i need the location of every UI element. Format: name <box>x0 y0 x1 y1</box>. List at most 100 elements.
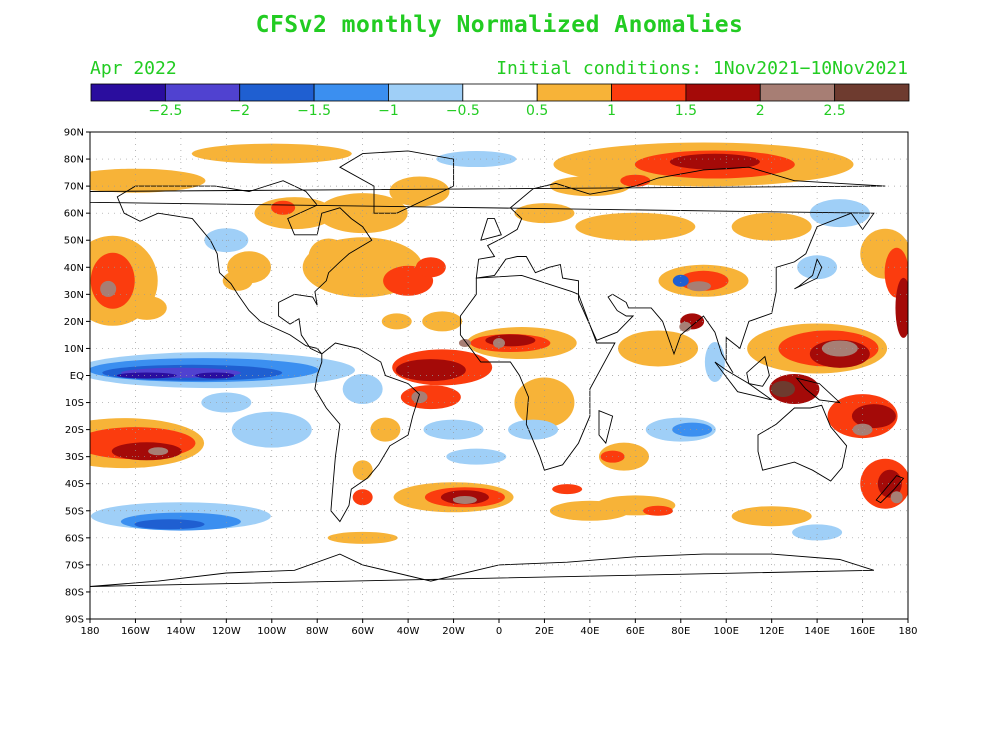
lat-tick-label: 10N <box>64 344 84 355</box>
colorbar-tick-label: 1 <box>607 103 616 119</box>
new-guinea-coast <box>795 377 842 404</box>
lat-tick-label: 20N <box>64 317 84 328</box>
colorbar-tick-label: −0.5 <box>445 103 480 119</box>
anomaly-patch <box>552 484 583 495</box>
colorbar-tick-label: 2.5 <box>823 103 846 119</box>
anomaly-patch <box>895 277 908 338</box>
lon-tick-label: 20W <box>442 626 465 637</box>
lon-tick-label: 60E <box>626 626 645 637</box>
anomaly-patch <box>797 255 838 280</box>
sumatra-java-coast <box>714 361 772 401</box>
anomaly-patch <box>423 419 484 440</box>
lon-tick-label: 100W <box>257 626 286 637</box>
anomaly-patch <box>851 404 896 429</box>
british-isles-coast <box>480 218 502 241</box>
anomaly-patch <box>618 330 699 367</box>
anomaly-patch <box>317 193 408 234</box>
lat-tick-label: 80N <box>64 155 84 166</box>
colorbar <box>90 83 910 102</box>
lat-tick-label: EQ <box>70 371 84 382</box>
lon-tick-label: 180 <box>898 626 917 637</box>
anomaly-patch <box>222 270 253 291</box>
lat-tick-label: 90S <box>65 615 84 626</box>
lat-tick-label: 30N <box>64 290 84 301</box>
anomaly-patch <box>271 200 296 215</box>
lat-tick-label: 10S <box>65 398 84 409</box>
map-title: CFSv2 monthly Normalized Anomalies <box>255 12 744 38</box>
lon-tick-label: 0 <box>496 626 502 637</box>
anomaly-patch <box>327 531 398 544</box>
anomaly-patch <box>452 495 477 504</box>
anomaly-patch <box>493 338 505 349</box>
valid-month-label: Apr 2022 <box>90 58 177 79</box>
eurasia-coast <box>90 166 886 374</box>
lon-tick-label: 100E <box>714 626 739 637</box>
anomaly-patch <box>890 491 903 504</box>
anomaly-patch <box>395 359 466 382</box>
lat-tick-label: 50N <box>64 236 84 247</box>
africa-coast <box>459 274 616 471</box>
anomaly-patch <box>100 280 117 297</box>
lat-tick-label: 60N <box>64 209 84 220</box>
lon-tick-label: 60W <box>351 626 374 637</box>
initial-conditions-label: Initial conditions: 1Nov2021−10Nov2021 <box>496 58 908 79</box>
colorbar-tick-label: −1.5 <box>297 103 332 119</box>
anomaly-patch <box>191 143 352 164</box>
anomaly-patch <box>389 176 450 207</box>
anomaly-patch <box>134 519 205 530</box>
madagascar-coast <box>598 410 614 445</box>
anomaly-patch <box>575 212 696 241</box>
anomaly-patch <box>686 281 711 292</box>
borneo-coast <box>746 355 770 387</box>
lon-tick-label: 40E <box>580 626 599 637</box>
anomaly-patch <box>148 447 169 456</box>
anomaly-patch <box>352 460 373 481</box>
lon-tick-label: 140W <box>166 626 195 637</box>
lon-tick-label: 180 <box>80 626 99 637</box>
lon-tick-label: 20E <box>535 626 554 637</box>
anomaly-patch <box>514 203 575 224</box>
australia-coast <box>757 404 848 482</box>
lat-tick-label: 60S <box>65 533 84 544</box>
lat-tick-label: 80S <box>65 587 84 598</box>
anomaly-patch <box>90 252 135 309</box>
anomaly-patch <box>485 334 536 347</box>
anomaly-patch <box>672 422 713 437</box>
lon-tick-label: 120W <box>212 626 241 637</box>
anomaly-patch <box>771 381 796 398</box>
colorbar-tick-label: 1.5 <box>674 103 698 119</box>
antarctica-coast <box>90 553 875 587</box>
anomaly-patch <box>446 448 507 465</box>
anomaly-patch <box>672 274 689 287</box>
japan-coast <box>794 258 823 290</box>
lat-tick-label: 90N <box>64 128 84 139</box>
anomaly-patch <box>90 168 206 193</box>
lat-tick-label: 40S <box>65 479 84 490</box>
anomaly-patch <box>342 374 383 405</box>
anomaly-patch <box>821 340 858 357</box>
lat-tick-label: 30S <box>65 452 84 463</box>
colorbar-tick-label: 2 <box>755 103 765 119</box>
anomaly-patch <box>643 505 674 516</box>
colorbar-tick-label: 0.5 <box>526 103 549 119</box>
colorbar-swatch <box>834 83 910 102</box>
lat-tick-label: 50S <box>65 506 84 517</box>
anomaly-patch <box>422 311 463 332</box>
north-america-coast <box>116 180 373 355</box>
graticule <box>90 132 908 619</box>
lon-tick-label: 140E <box>804 626 829 637</box>
lat-tick-label: 40N <box>64 263 84 274</box>
anomaly-patch <box>231 411 312 448</box>
new-zealand-coast <box>875 475 905 504</box>
axis-ticks: 90N 80N 70N 60N 50N 40N 30N 20N 10N EQ 10S 20S 30S 40… <box>64 128 918 638</box>
lon-tick-label: 80W <box>306 626 329 637</box>
anomaly-patch <box>852 423 873 436</box>
anomaly-patch <box>352 489 373 506</box>
lon-tick-label: 40W <box>397 626 420 637</box>
colorbar-labels: −2.5 −2 −1.5 −1 −0.5 0.5 1 1.5 2 2.5 <box>0 103 999 123</box>
anomaly-patch <box>370 417 401 442</box>
anomaly-patch <box>792 524 843 541</box>
lon-tick-label: 160W <box>121 626 150 637</box>
anomaly-patch <box>731 212 812 241</box>
